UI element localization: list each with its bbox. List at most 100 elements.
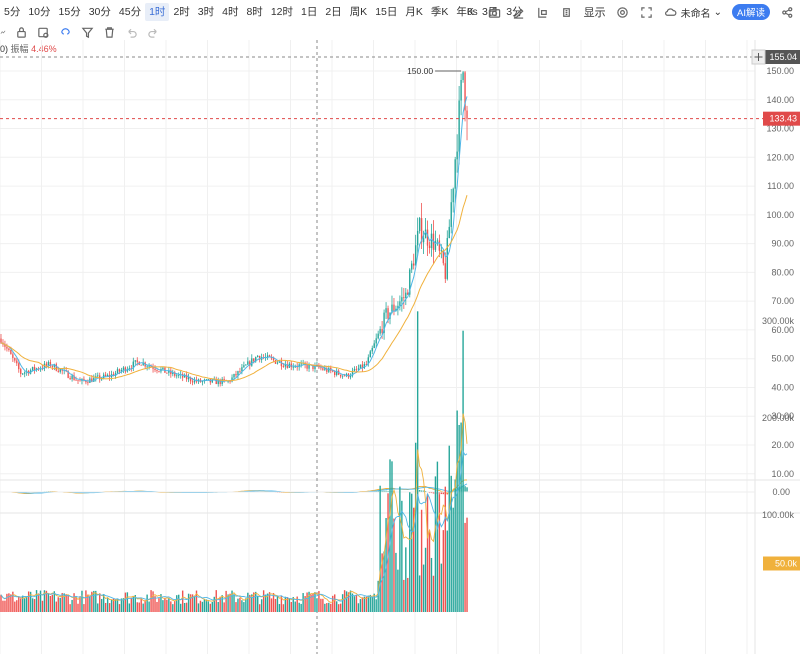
volume-bar <box>45 590 48 612</box>
trash-icon[interactable] <box>102 25 116 39</box>
timeframe-14[interactable]: 周K <box>349 6 368 18</box>
redo-icon[interactable] <box>146 25 160 39</box>
timeframe-5[interactable]: 45分 <box>118 6 142 18</box>
candle-body <box>247 361 249 365</box>
timeframe-17[interactable]: 季K <box>430 6 449 18</box>
volume-bar <box>162 600 164 612</box>
candle-body <box>314 365 316 370</box>
lock-icon[interactable] <box>14 25 28 39</box>
volume-bar <box>2 600 4 612</box>
timeframe-6[interactable]: 1时 <box>145 3 170 21</box>
draw-icon[interactable] <box>512 5 526 19</box>
volume-bar <box>233 594 235 612</box>
settings-icon[interactable] <box>560 5 574 19</box>
candle-body <box>142 362 144 366</box>
candle-body <box>440 250 443 252</box>
candle-body <box>128 368 131 370</box>
alert-icon[interactable] <box>36 25 50 39</box>
price-axis-label: 120.00 <box>766 152 794 162</box>
volume-bar <box>221 595 223 612</box>
candle-body <box>391 304 393 313</box>
macd-histogram-bar <box>464 486 466 492</box>
volume-bar <box>217 602 219 612</box>
volume-bar <box>454 479 456 612</box>
volume-bar <box>29 591 32 612</box>
volume-bar <box>174 601 176 612</box>
candle-body <box>85 380 87 383</box>
volume-bar <box>183 602 186 612</box>
candle-body <box>399 301 401 306</box>
volume-bar <box>101 598 103 612</box>
fullscreen-icon[interactable] <box>640 5 654 19</box>
timeframe-3[interactable]: 15分 <box>58 6 81 18</box>
candle-body <box>67 371 69 378</box>
volume-bar <box>276 596 279 612</box>
candle-body <box>215 379 217 385</box>
timeframe-7[interactable]: 2时 <box>173 6 190 18</box>
timeframe-10[interactable]: 8时 <box>246 6 263 18</box>
candle-body <box>61 369 63 371</box>
timeframe-8[interactable]: 3时 <box>197 6 215 18</box>
timeframe-2[interactable]: 10分 <box>28 6 51 18</box>
volume-bar <box>304 596 306 612</box>
candle-body <box>341 375 344 377</box>
candle-body <box>201 381 204 383</box>
candle-body <box>51 366 54 367</box>
candle-body <box>170 370 172 375</box>
candle-body <box>93 377 95 382</box>
layout-name-label: 未命名 <box>680 8 711 20</box>
volume-bar <box>75 596 77 612</box>
plus-icon <box>754 53 763 61</box>
timeframe-15[interactable]: 15日 <box>375 6 398 18</box>
volume-bar <box>138 602 140 612</box>
volume-bar <box>73 593 75 612</box>
volume-bar <box>225 590 227 612</box>
volume-bar <box>282 604 285 612</box>
timeframe-13[interactable]: 2日 <box>325 6 342 18</box>
candle-body <box>405 292 407 299</box>
timeframe-18[interactable]: 年K <box>456 6 474 18</box>
volume-bar <box>18 596 20 612</box>
display-button[interactable]: 显示 <box>583 7 606 19</box>
timeframe-16[interactable]: 月K <box>405 6 423 18</box>
volume-bar <box>284 596 287 612</box>
magnet-icon[interactable] <box>58 25 72 39</box>
timeframe-9[interactable]: 4时 <box>222 6 239 18</box>
volume-bar <box>253 592 255 612</box>
candle-body <box>189 377 192 382</box>
volume-bar <box>330 603 332 612</box>
candle-body <box>286 364 289 368</box>
candle-body <box>353 368 356 371</box>
undo-icon[interactable] <box>124 25 138 39</box>
volume-bar <box>97 603 99 612</box>
gear-icon[interactable] <box>616 5 630 19</box>
macd-histogram-bar <box>432 492 435 494</box>
timeframe-4[interactable]: 30分 <box>88 6 111 18</box>
timeframe-12[interactable]: 1日 <box>301 6 318 18</box>
ai-analysis-button[interactable]: AI解读 <box>732 4 770 20</box>
candle-body <box>290 363 292 368</box>
volume-bar <box>132 595 135 612</box>
volume-bar <box>314 592 316 612</box>
volume-bar <box>134 595 136 612</box>
volume-bar <box>334 594 336 612</box>
layout-icon[interactable] <box>536 5 550 19</box>
timeframe-11[interactable]: 12时 <box>270 6 293 18</box>
volume-bar <box>292 596 294 612</box>
timeframe-1[interactable]: 5分 <box>4 6 21 18</box>
share-icon[interactable] <box>780 5 794 19</box>
candle-body <box>387 308 389 319</box>
price-chart[interactable]: 150.00 150.00 140.00 130.00 120.00 110.00 100.… <box>0 40 800 654</box>
volume-bar <box>229 593 231 612</box>
volume-bar <box>203 598 206 612</box>
candle-body <box>112 374 115 376</box>
layout-name-dropdown[interactable]: 未命名 ⌄ <box>664 5 722 20</box>
candle-body <box>158 371 160 372</box>
camera-icon[interactable] <box>488 5 502 19</box>
candle-body <box>243 365 245 368</box>
candle-body <box>300 363 302 365</box>
candle-body <box>424 229 427 239</box>
volume-bar <box>260 599 263 612</box>
filter-icon[interactable] <box>80 25 94 39</box>
indicator-icon[interactable] <box>0 25 6 39</box>
